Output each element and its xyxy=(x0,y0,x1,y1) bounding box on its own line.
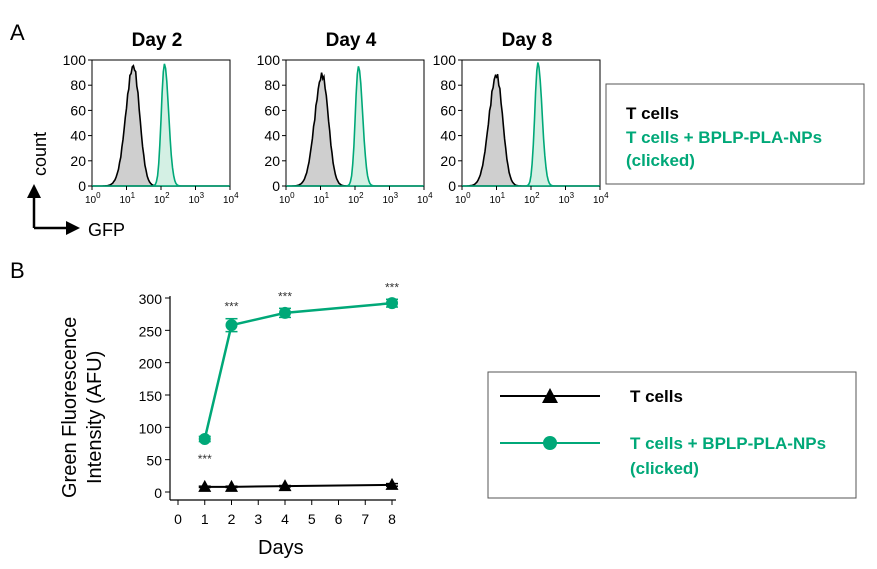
x-tick-label: 100 xyxy=(85,191,101,206)
significance-label: *** xyxy=(198,452,212,466)
x-tick-label: 8 xyxy=(388,511,396,527)
y-tick-label: 0 xyxy=(448,178,456,194)
histogram-panels: Day 2 0 20 40 60 80 100 100 101 102 103 104 Day 4 0 20… xyxy=(63,30,609,206)
data-point xyxy=(278,479,292,492)
y-tick-label: 80 xyxy=(70,77,86,93)
y-tick-label: 60 xyxy=(264,102,280,118)
y-axis-label-2: Intensity (AFU) xyxy=(84,351,106,484)
x-tick-label: 7 xyxy=(361,511,369,527)
data-point xyxy=(385,477,399,490)
y-tick-label: 100 xyxy=(257,52,281,68)
x-tick-label: 101 xyxy=(120,191,136,206)
y-tick-label: 20 xyxy=(264,153,280,169)
data-point xyxy=(225,319,238,332)
legend-b: T cells T cells + BPLP-PLA-NPs (clicked) xyxy=(487,371,857,499)
x-tick-label: 102 xyxy=(348,191,364,206)
panel-label-b: B xyxy=(10,258,25,283)
significance-label: *** xyxy=(224,300,238,314)
y-tick-label: 80 xyxy=(264,77,280,93)
x-tick-label: 3 xyxy=(254,511,262,527)
x-tick-label: 104 xyxy=(223,191,239,206)
x-tick-label: 1 xyxy=(201,511,209,527)
x-tick-label: 101 xyxy=(314,191,330,206)
histogram-title: Day 2 xyxy=(132,30,183,51)
data-point xyxy=(386,297,398,310)
data-point xyxy=(198,479,212,492)
y-axis-label-1: Green Fluorescence xyxy=(59,317,81,498)
x-tick-label: 6 xyxy=(335,511,343,527)
series-0 xyxy=(198,477,399,492)
legend-a: T cells T cells + BPLP-PLA-NPs (clicked) xyxy=(605,83,865,185)
gfp-label: GFP xyxy=(88,220,125,240)
y-tick-label: 100 xyxy=(139,420,163,436)
legend-b-control: T cells xyxy=(630,387,683,406)
series-line xyxy=(203,301,393,440)
legend-triangle-marker xyxy=(542,388,558,403)
line-chart: 0 50 100 150 200 250 300 0 1 2 3 4 5 6 7 8 *** *** *** *** xyxy=(139,280,400,527)
x-tick-label: 0 xyxy=(174,511,182,527)
y-tick-label: 40 xyxy=(264,128,280,144)
y-tick-label: 0 xyxy=(272,178,280,194)
x-tick-label: 102 xyxy=(524,191,540,206)
x-tick-label: 4 xyxy=(281,511,289,527)
treated-histogram xyxy=(286,66,424,187)
y-tick-label: 300 xyxy=(139,291,163,307)
legend-a-treated: T cells + BPLP-PLA-NPs xyxy=(626,128,822,147)
significance-label: *** xyxy=(385,280,399,294)
series-1 xyxy=(198,297,398,445)
data-point xyxy=(225,479,238,492)
x-tick-label: 103 xyxy=(189,191,205,206)
y-tick-label: 60 xyxy=(70,102,86,118)
y-tick-label: 0 xyxy=(154,485,162,501)
y-tick-label: 200 xyxy=(139,356,163,372)
treated-histogram xyxy=(462,62,600,187)
x-axis-label: Days xyxy=(258,537,304,559)
y-tick-label: 150 xyxy=(139,388,163,404)
histogram-title: Day 4 xyxy=(326,30,377,51)
x-tick-label: 2 xyxy=(228,511,236,527)
legend-circle-marker xyxy=(543,436,557,450)
significance-label: *** xyxy=(278,289,292,303)
y-tick-label: 20 xyxy=(70,153,86,169)
x-tick-label: 104 xyxy=(417,191,433,206)
histogram-day-0: Day 2 0 20 40 60 80 100 100 101 102 103 104 xyxy=(63,30,239,206)
x-tick-label: 103 xyxy=(559,191,575,206)
histogram-day-2: Day 8 0 20 40 60 80 100 100 101 102 103 104 xyxy=(433,30,609,206)
panel-label-a: A xyxy=(10,20,25,45)
legend-a-treated-2: (clicked) xyxy=(626,151,695,170)
data-point xyxy=(198,432,211,445)
count-label: count xyxy=(30,132,50,176)
legend-b-treated: T cells + BPLP-PLA-NPs xyxy=(630,434,826,453)
y-tick-label: 60 xyxy=(440,102,456,118)
legend-b-treated-2: (clicked) xyxy=(630,459,699,478)
histogram-title: Day 8 xyxy=(502,30,553,51)
y-tick-label: 0 xyxy=(78,178,86,194)
legend-a-control: T cells xyxy=(626,104,679,123)
y-tick-label: 20 xyxy=(440,153,456,169)
axis-indicator: count GFP xyxy=(27,132,125,240)
x-tick-label: 100 xyxy=(455,191,471,206)
data-point xyxy=(279,306,291,319)
x-tick-label: 5 xyxy=(308,511,316,527)
histogram-day-1: Day 4 0 20 40 60 80 100 100 101 102 103 104 xyxy=(257,30,433,206)
y-tick-label: 80 xyxy=(440,77,456,93)
y-tick-label: 100 xyxy=(63,52,87,68)
y-tick-label: 50 xyxy=(146,453,162,469)
x-tick-label: 103 xyxy=(383,191,399,206)
x-tick-label: 101 xyxy=(490,191,506,206)
x-tick-label: 100 xyxy=(279,191,295,206)
y-tick-label: 100 xyxy=(433,52,457,68)
y-tick-label: 250 xyxy=(139,323,163,339)
treated-histogram xyxy=(92,63,230,187)
x-tick-label: 102 xyxy=(154,191,170,206)
y-tick-label: 40 xyxy=(70,128,86,144)
x-tick-label: 104 xyxy=(593,191,609,206)
series-line xyxy=(204,483,393,488)
y-tick-label: 40 xyxy=(440,128,456,144)
